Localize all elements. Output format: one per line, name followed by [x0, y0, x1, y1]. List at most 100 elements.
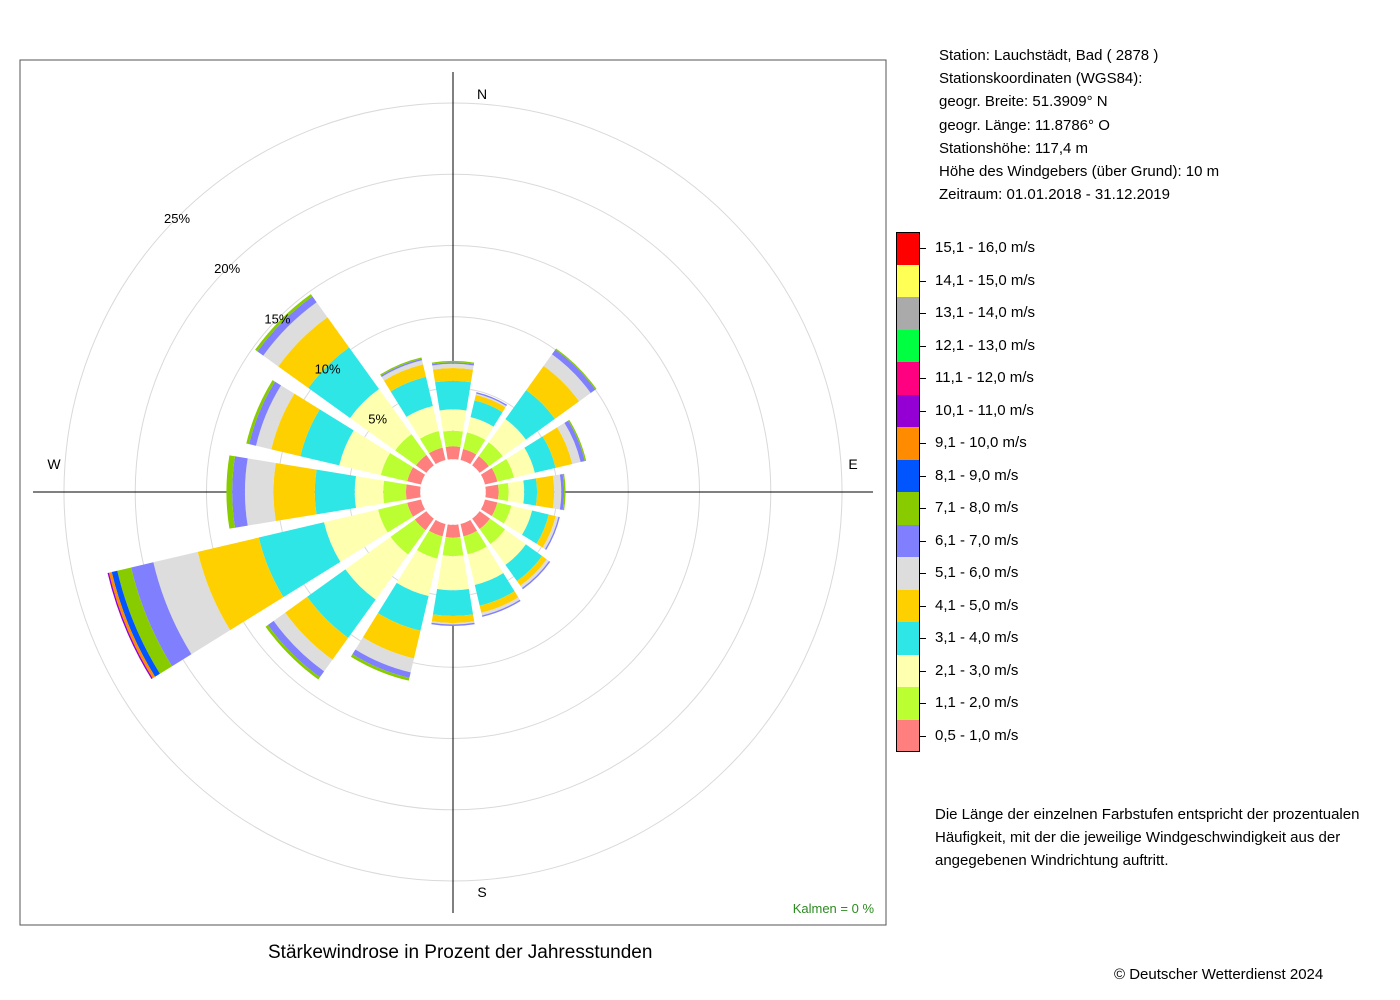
bar-nw-class-8	[255, 294, 313, 352]
bar-sw-class-5	[285, 596, 349, 660]
bar-ene-class-8	[568, 419, 587, 462]
bar-ene-class-6	[557, 422, 581, 465]
legend-swatch	[896, 394, 920, 427]
bar-e-class-3	[507, 480, 525, 504]
bar-ne-class-4	[505, 390, 555, 440]
compass-label-east: E	[848, 456, 857, 472]
bar-e-class-8	[562, 473, 566, 511]
time-period: Zeitraum: 01.01.2018 - 31.12.2019	[939, 186, 1170, 204]
wind-rose-bars	[107, 294, 597, 681]
explanation-note: Die Länge der einzelnen Farbstufen entsp…	[935, 806, 1360, 869]
legend-item: 9,1 - 10,0 m/s	[896, 427, 1196, 460]
bar-wsw-class-9	[111, 570, 160, 677]
center-hole	[420, 459, 486, 525]
legend-tick	[920, 638, 926, 639]
legend-label: 11,1 - 12,0 m/s	[935, 369, 1034, 386]
legend-label: 12,1 - 13,0 m/s	[935, 336, 1036, 354]
bar-nw-class-6	[263, 302, 328, 367]
bar-n-class-3	[439, 409, 467, 432]
legend-swatch	[896, 622, 920, 655]
legend-swatch	[896, 557, 920, 590]
bar-w-class-8	[226, 455, 236, 529]
copyright-notice: © Deutscher Wetterdienst 2024	[1114, 966, 1324, 983]
legend-tick	[920, 378, 926, 379]
bar-n-class-5	[432, 368, 474, 383]
bar-ene-class-5	[542, 427, 573, 468]
compass-label-north: N	[477, 86, 487, 102]
bar-se-class-7	[522, 561, 551, 590]
bar-sw-class-6	[273, 612, 333, 672]
bar-nw-class-1	[415, 454, 434, 473]
legend-tick	[920, 735, 926, 737]
chart-caption: Stärkewindrose in Prozent der Jahresstun…	[268, 942, 653, 963]
bar-s-class-5	[431, 614, 475, 624]
bar-wnw-class-1	[407, 467, 426, 485]
legend-tick	[920, 605, 926, 607]
bar-ssw-class-3	[396, 550, 438, 597]
radial-label-3: 15%	[264, 311, 290, 326]
legend-item: 0,5 - 1,0 m/s	[896, 719, 1196, 752]
bar-s-class-7	[431, 622, 475, 626]
bar-s-class-2	[442, 537, 464, 557]
bar-ne-class-3	[488, 419, 526, 457]
bar-wnw-class-7	[249, 381, 282, 446]
legend-tick	[920, 573, 926, 574]
station-info: Station: Lauchstädt, Bad ( 2878 ) Statio…	[939, 44, 1219, 206]
station-coordinates-heading: Stationskoordinaten (WGS84):	[939, 70, 1143, 88]
anemometer-height: Höhe des Windgebers (über Grund): 10 m	[939, 163, 1220, 181]
legend-tick	[920, 345, 926, 347]
legend-swatch	[896, 654, 920, 687]
station-latitude: geogr. Breite: 51.3909° N	[939, 93, 1108, 111]
bar-nw-class-3	[350, 389, 412, 451]
legend-swatch	[896, 232, 920, 265]
legend-item: 3,1 - 4,0 m/s	[896, 622, 1196, 655]
bar-ssw-class-2	[416, 530, 443, 559]
bar-nnw-class-7	[380, 358, 423, 377]
bar-e-class-1	[485, 484, 499, 500]
bar-nnw-class-4	[390, 376, 433, 417]
legend-item: 6,1 - 7,0 m/s	[896, 524, 1196, 557]
legend-tick	[920, 443, 926, 444]
bar-ssw-class-4	[377, 582, 429, 631]
bar-ne-class-8	[555, 348, 597, 390]
radial-label-4: 20%	[214, 261, 240, 276]
station-longitude: geogr. Länge: 11.8786° O	[939, 116, 1110, 134]
bar-sse-class-1	[460, 519, 478, 537]
legend-swatch	[896, 427, 920, 460]
bar-w-class-1	[405, 484, 421, 500]
bar-se-class-1	[472, 511, 491, 530]
bar-ssw-class-8	[350, 654, 410, 681]
legend-item: 14,1 - 15,0 m/s	[896, 264, 1196, 297]
legend-tick	[920, 508, 926, 509]
bar-n-class-1	[445, 446, 461, 460]
bar-e-class-2	[498, 483, 509, 501]
bar-wnw-class-3	[339, 430, 391, 476]
legend-swatch	[896, 329, 920, 362]
kalmen-label: Kalmen = 0 %	[793, 901, 875, 916]
bar-s-class-3	[437, 555, 469, 591]
bar-ese-class-4	[522, 510, 549, 544]
bar-n-class-7	[432, 362, 474, 366]
radial-label-1: 5%	[368, 412, 387, 427]
legend-item: 1,1 - 2,0 m/s	[896, 687, 1196, 720]
bar-s-class-1	[445, 524, 461, 538]
bar-ene-class-2	[491, 458, 515, 482]
legend-swatch	[896, 459, 920, 492]
compass-label-west: W	[47, 456, 61, 472]
bar-ese-class-2	[491, 502, 512, 524]
bar-wsw-class-3	[323, 509, 388, 562]
bar-se-class-4	[505, 544, 543, 582]
bar-nnw-class-6	[381, 360, 424, 381]
legend-tick	[920, 410, 926, 412]
bar-wsw-class-1	[407, 499, 426, 517]
legend-label: 10,1 - 11,0 m/s	[935, 401, 1034, 419]
bar-w-class-2	[383, 480, 407, 504]
bar-nne-class-3	[466, 417, 494, 440]
bar-nne-class-2	[463, 432, 486, 455]
legend-item: 15,1 - 16,0 m/s	[896, 232, 1196, 265]
bar-se-class-6	[520, 559, 550, 589]
bar-sw-class-7	[267, 620, 325, 678]
bar-wsw-class-6	[153, 551, 231, 655]
bar-nw-class-7	[257, 296, 317, 356]
